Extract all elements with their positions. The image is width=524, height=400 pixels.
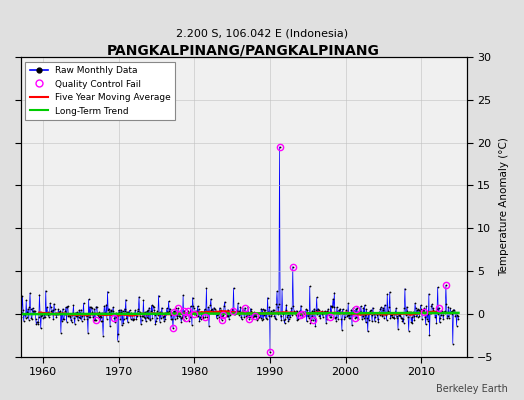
Text: 2.200 S, 106.042 E (Indonesia): 2.200 S, 106.042 E (Indonesia) [176,29,348,39]
Legend: Raw Monthly Data, Quality Control Fail, Five Year Moving Average, Long-Term Tren: Raw Monthly Data, Quality Control Fail, … [25,62,175,120]
Text: Berkeley Earth: Berkeley Earth [436,384,508,394]
Title: PANGKALPINANG/PANGKALPINANG: PANGKALPINANG/PANGKALPINANG [107,43,380,57]
Y-axis label: Temperature Anomaly (°C): Temperature Anomaly (°C) [499,137,509,276]
